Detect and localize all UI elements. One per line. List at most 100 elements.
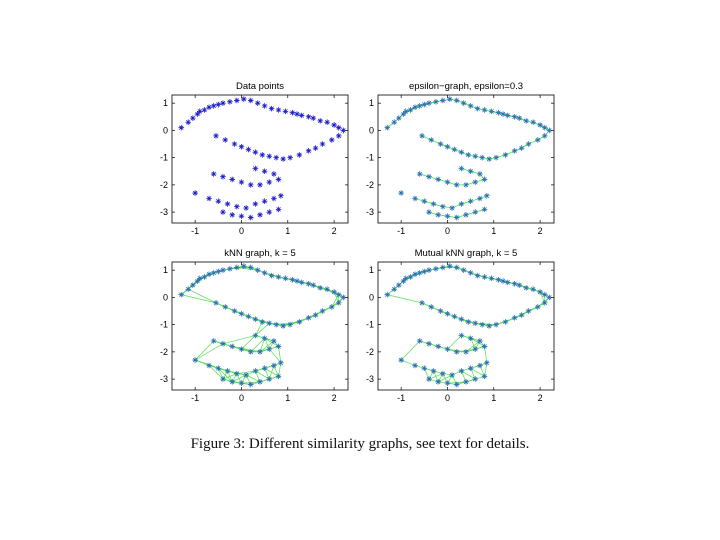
y-tick-label: 1 [163,265,168,275]
graph-edge [454,149,462,153]
data-point [206,271,212,278]
data-point [518,145,525,151]
graph-edge [424,200,434,205]
data-point [317,118,324,124]
graph-edge [428,211,439,216]
data-point [453,349,460,355]
data-point [435,212,442,218]
graph-edge [461,367,471,372]
graph-edges [387,98,550,218]
data-point [421,101,428,108]
data-point [460,267,467,273]
data-point [335,291,342,298]
data-point [259,152,266,158]
data-point [220,100,226,106]
data-point [444,346,451,352]
graph-edge [273,362,281,366]
data-point [481,176,488,183]
graph-edge [264,337,275,342]
data-point [458,332,465,339]
data-point [481,343,488,350]
data-point [298,279,305,286]
data-point [484,192,490,199]
data-point [453,264,460,271]
data-point [453,182,460,188]
data-point [245,146,252,153]
graph-edge [461,370,476,380]
data-point [446,96,453,102]
data-point [266,179,273,185]
data-point [224,201,231,207]
graph-edge [264,338,270,350]
data-point [400,278,407,284]
graph-edge [428,373,443,380]
data-point [280,323,286,329]
graph-edge [539,291,546,304]
data-point [240,263,247,269]
data-point [402,108,409,115]
data-point [220,340,226,347]
y-tick-label: -2 [160,180,168,190]
graph-edge [255,322,270,336]
y-tick-label: 1 [163,98,168,108]
data-point [396,115,402,121]
data-point [266,320,273,327]
graph-edge [245,374,261,383]
data-point [210,103,217,109]
x-tick-label: -1 [191,226,199,236]
data-point [194,278,201,284]
graph-edge [433,370,443,375]
graph-edge [474,340,481,350]
graph-edge [222,373,237,380]
graph-edge [479,365,485,377]
data-point [426,340,432,347]
x-tick-label: 2 [538,226,543,236]
data-point [484,359,490,366]
data-point [178,291,185,298]
data-point [310,115,317,121]
data-point [275,206,282,213]
data-point [231,308,238,314]
data-point [261,103,268,109]
data-point [477,195,483,202]
graph-edge [475,208,485,213]
data-point [481,107,488,113]
data-point [384,124,391,131]
data-point [458,368,465,374]
data-point [444,310,451,317]
data-point [430,368,437,374]
data-point [467,198,474,205]
data-point [472,376,479,382]
data-point [271,338,277,344]
data-point [273,321,280,328]
data-point [407,107,414,113]
x-tick-label: 2 [538,393,543,403]
graph-edge [451,203,462,209]
data-point [428,137,435,143]
data-point [305,280,312,287]
data-point [500,111,506,117]
graph-edge [424,367,434,372]
y-tick-label: -3 [366,374,374,384]
graph-edge [431,139,441,145]
graph-edge [475,179,485,183]
data-point [275,343,282,350]
data-points [384,96,553,221]
data-point [266,153,273,160]
data-point [467,270,474,276]
graph-edge [269,346,279,350]
data-point [294,278,300,284]
data-point [402,275,409,282]
data-point [296,319,303,325]
graph-edge [470,198,481,202]
graph-edge [241,335,256,350]
data-point [398,190,404,196]
graph-edge [264,368,270,380]
data-point [278,359,284,366]
data-point [257,212,263,218]
data-point [215,198,222,205]
data-point [541,291,548,298]
graph-edge [438,374,453,383]
data-point [220,209,226,215]
data-point [444,143,451,150]
